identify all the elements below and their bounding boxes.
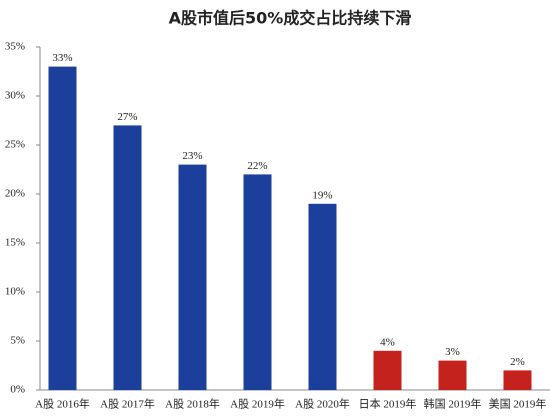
y-tick-label: 15%	[5, 237, 25, 249]
bar	[113, 125, 142, 391]
x-tick-label: A股 2020年	[295, 397, 350, 411]
value-label: 27%	[117, 111, 137, 123]
value-label: 4%	[380, 336, 395, 348]
x-tick-label: A股 2019年	[230, 397, 285, 411]
x-tick-label: 日本 2019年	[359, 397, 417, 411]
y-tick-label: 10%	[5, 286, 25, 298]
bar	[373, 350, 402, 390]
x-tick-label: A股 2017年	[100, 397, 155, 411]
x-tick-label: 美国 2019年	[489, 397, 547, 411]
x-tick-label: 韩国 2019年	[424, 397, 482, 411]
y-tick-label: 35%	[5, 41, 25, 53]
value-label: 2%	[510, 356, 525, 368]
bar	[438, 360, 467, 390]
bar	[178, 164, 207, 390]
y-tick-label: 20%	[5, 188, 25, 200]
value-label: 19%	[312, 189, 332, 201]
y-tick-label: 30%	[5, 90, 25, 102]
value-label: 33%	[52, 52, 72, 64]
y-tick-label: 25%	[5, 139, 25, 151]
y-tick-label: 5%	[10, 335, 25, 347]
bar	[308, 203, 337, 390]
value-label: 23%	[182, 150, 202, 162]
bar	[503, 370, 532, 390]
bar	[48, 66, 77, 390]
bar	[243, 174, 272, 390]
chart-title: A股市值后50%成交占比持续下滑	[169, 9, 412, 28]
value-label: 22%	[247, 160, 267, 172]
value-label: 3%	[445, 346, 460, 358]
x-tick-label: A股 2016年	[35, 397, 90, 411]
y-tick-label: 0%	[10, 384, 25, 396]
x-tick-label: A股 2018年	[165, 397, 220, 411]
